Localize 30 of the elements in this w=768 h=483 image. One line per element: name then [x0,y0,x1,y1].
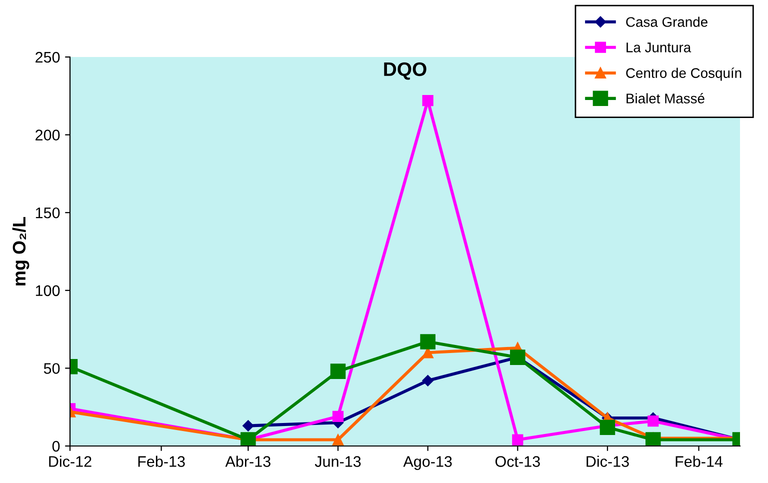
point [600,420,616,435]
y-axis-title: mg O₂/L [12,216,30,286]
y-tick-label: 50 [44,363,60,374]
y-tick-label: 100 [36,285,60,296]
x-tick-label: Feb-13 [138,456,185,467]
x-tick-label: Dic-13 [586,456,629,467]
chart-title: DQO [384,62,426,80]
point [422,95,434,106]
x-tick-label: Dic-12 [49,456,92,467]
y-tick-label: 150 [36,207,60,218]
point [420,334,436,350]
x-tick-label: Ago-13 [403,456,452,470]
point [422,375,434,386]
y-tick-label: 0 [52,440,60,452]
legend-label: Bialet Massé [626,93,704,104]
x-tick-label: Oct-13 [495,456,540,467]
point [330,364,346,379]
x-tick-label: Feb-14 [676,456,723,467]
point [332,410,344,422]
x-tick-label: Abr-13 [225,456,270,467]
legend-label: La Juntura [626,42,692,52]
point [648,416,659,427]
legend-label: Centro de Cosquín [626,68,742,81]
point [242,420,254,432]
point [332,434,344,446]
point [512,434,524,446]
y-tick-label: 200 [36,130,60,140]
x-tick-label: Jun-13 [314,456,361,467]
y-tick-label: 250 [36,52,60,63]
legend-label: Casa Grande [626,16,708,27]
